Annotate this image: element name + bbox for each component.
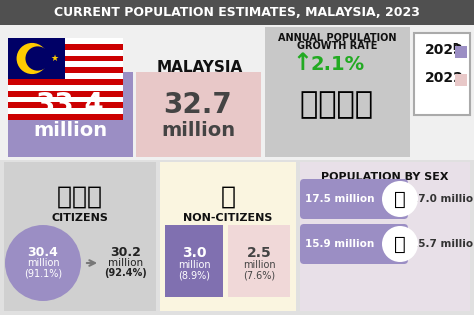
Bar xyxy=(165,225,223,297)
Text: 👨‍👩‍👧‍👦: 👨‍👩‍👧‍👦 xyxy=(301,90,374,119)
Circle shape xyxy=(382,181,418,217)
Text: (7.6%): (7.6%) xyxy=(243,270,275,280)
Bar xyxy=(0,162,474,315)
Bar xyxy=(8,108,123,114)
Bar xyxy=(300,162,470,311)
Bar xyxy=(8,85,123,91)
Text: 15.9 million: 15.9 million xyxy=(305,239,374,249)
Bar xyxy=(228,225,290,297)
Text: ↑: ↑ xyxy=(292,51,312,75)
Text: 30.2: 30.2 xyxy=(110,247,141,260)
Bar xyxy=(8,61,123,67)
Bar xyxy=(455,74,467,86)
Text: 2.1%: 2.1% xyxy=(311,54,365,73)
Text: 🚹: 🚹 xyxy=(394,190,406,209)
Text: 33.4: 33.4 xyxy=(36,91,104,119)
Text: ★: ★ xyxy=(50,54,58,63)
Bar xyxy=(160,162,296,311)
FancyBboxPatch shape xyxy=(300,179,408,219)
Bar xyxy=(8,73,123,79)
Circle shape xyxy=(26,46,50,71)
Text: CURRENT POPULATION ESTIMATES, MALAYSIA, 2023: CURRENT POPULATION ESTIMATES, MALAYSIA, … xyxy=(54,6,420,19)
Text: NON-CITIZENS: NON-CITIZENS xyxy=(183,213,273,223)
Text: MALAYSIA: MALAYSIA xyxy=(157,60,243,75)
Bar xyxy=(8,38,65,79)
Text: (91.1%): (91.1%) xyxy=(24,268,62,278)
Text: 32.7: 32.7 xyxy=(164,91,232,119)
Bar xyxy=(8,55,123,61)
Text: 30.4: 30.4 xyxy=(27,247,58,260)
Bar xyxy=(8,79,123,85)
Bar xyxy=(455,46,467,58)
Text: 17.0 million: 17.0 million xyxy=(411,194,474,204)
Bar xyxy=(8,50,123,55)
Text: P: P xyxy=(452,43,458,51)
Text: 2.5: 2.5 xyxy=(246,246,272,260)
Text: 2023: 2023 xyxy=(425,43,464,57)
Bar xyxy=(8,72,133,157)
Text: 15.7 million: 15.7 million xyxy=(411,239,474,249)
Circle shape xyxy=(5,225,81,301)
Text: (8.9%): (8.9%) xyxy=(178,270,210,280)
Bar xyxy=(8,91,123,97)
Text: million: million xyxy=(161,121,235,140)
Text: 🌍: 🌍 xyxy=(220,185,236,209)
Bar xyxy=(265,27,410,157)
Text: million: million xyxy=(109,258,144,268)
Text: million: million xyxy=(33,121,107,140)
Text: CITIZENS: CITIZENS xyxy=(52,213,109,223)
Bar xyxy=(414,33,470,115)
Text: million: million xyxy=(27,258,59,268)
Text: 3.0: 3.0 xyxy=(182,246,206,260)
Text: 🚺: 🚺 xyxy=(394,234,406,254)
Text: million: million xyxy=(178,260,210,270)
Circle shape xyxy=(382,226,418,262)
Bar xyxy=(0,0,474,25)
Bar xyxy=(8,44,123,50)
FancyBboxPatch shape xyxy=(300,224,408,264)
Text: (92.4%): (92.4%) xyxy=(105,268,147,278)
Text: ANNUAL POPULATION: ANNUAL POPULATION xyxy=(278,33,396,43)
Bar xyxy=(136,72,261,157)
Bar xyxy=(8,102,123,108)
Text: GROWTH RATE: GROWTH RATE xyxy=(297,41,377,51)
Bar xyxy=(8,114,123,120)
Bar xyxy=(8,97,123,102)
Bar xyxy=(4,162,156,311)
Bar xyxy=(8,67,123,73)
Circle shape xyxy=(17,43,48,74)
Text: million: million xyxy=(243,260,275,270)
Bar xyxy=(0,25,474,160)
Text: 👨‍👩‍👧: 👨‍👩‍👧 xyxy=(57,185,102,209)
Text: POPULATION BY SEX: POPULATION BY SEX xyxy=(321,172,449,182)
Text: 17.5 million: 17.5 million xyxy=(305,194,375,204)
Text: 2022: 2022 xyxy=(425,71,464,85)
Bar xyxy=(8,38,123,44)
